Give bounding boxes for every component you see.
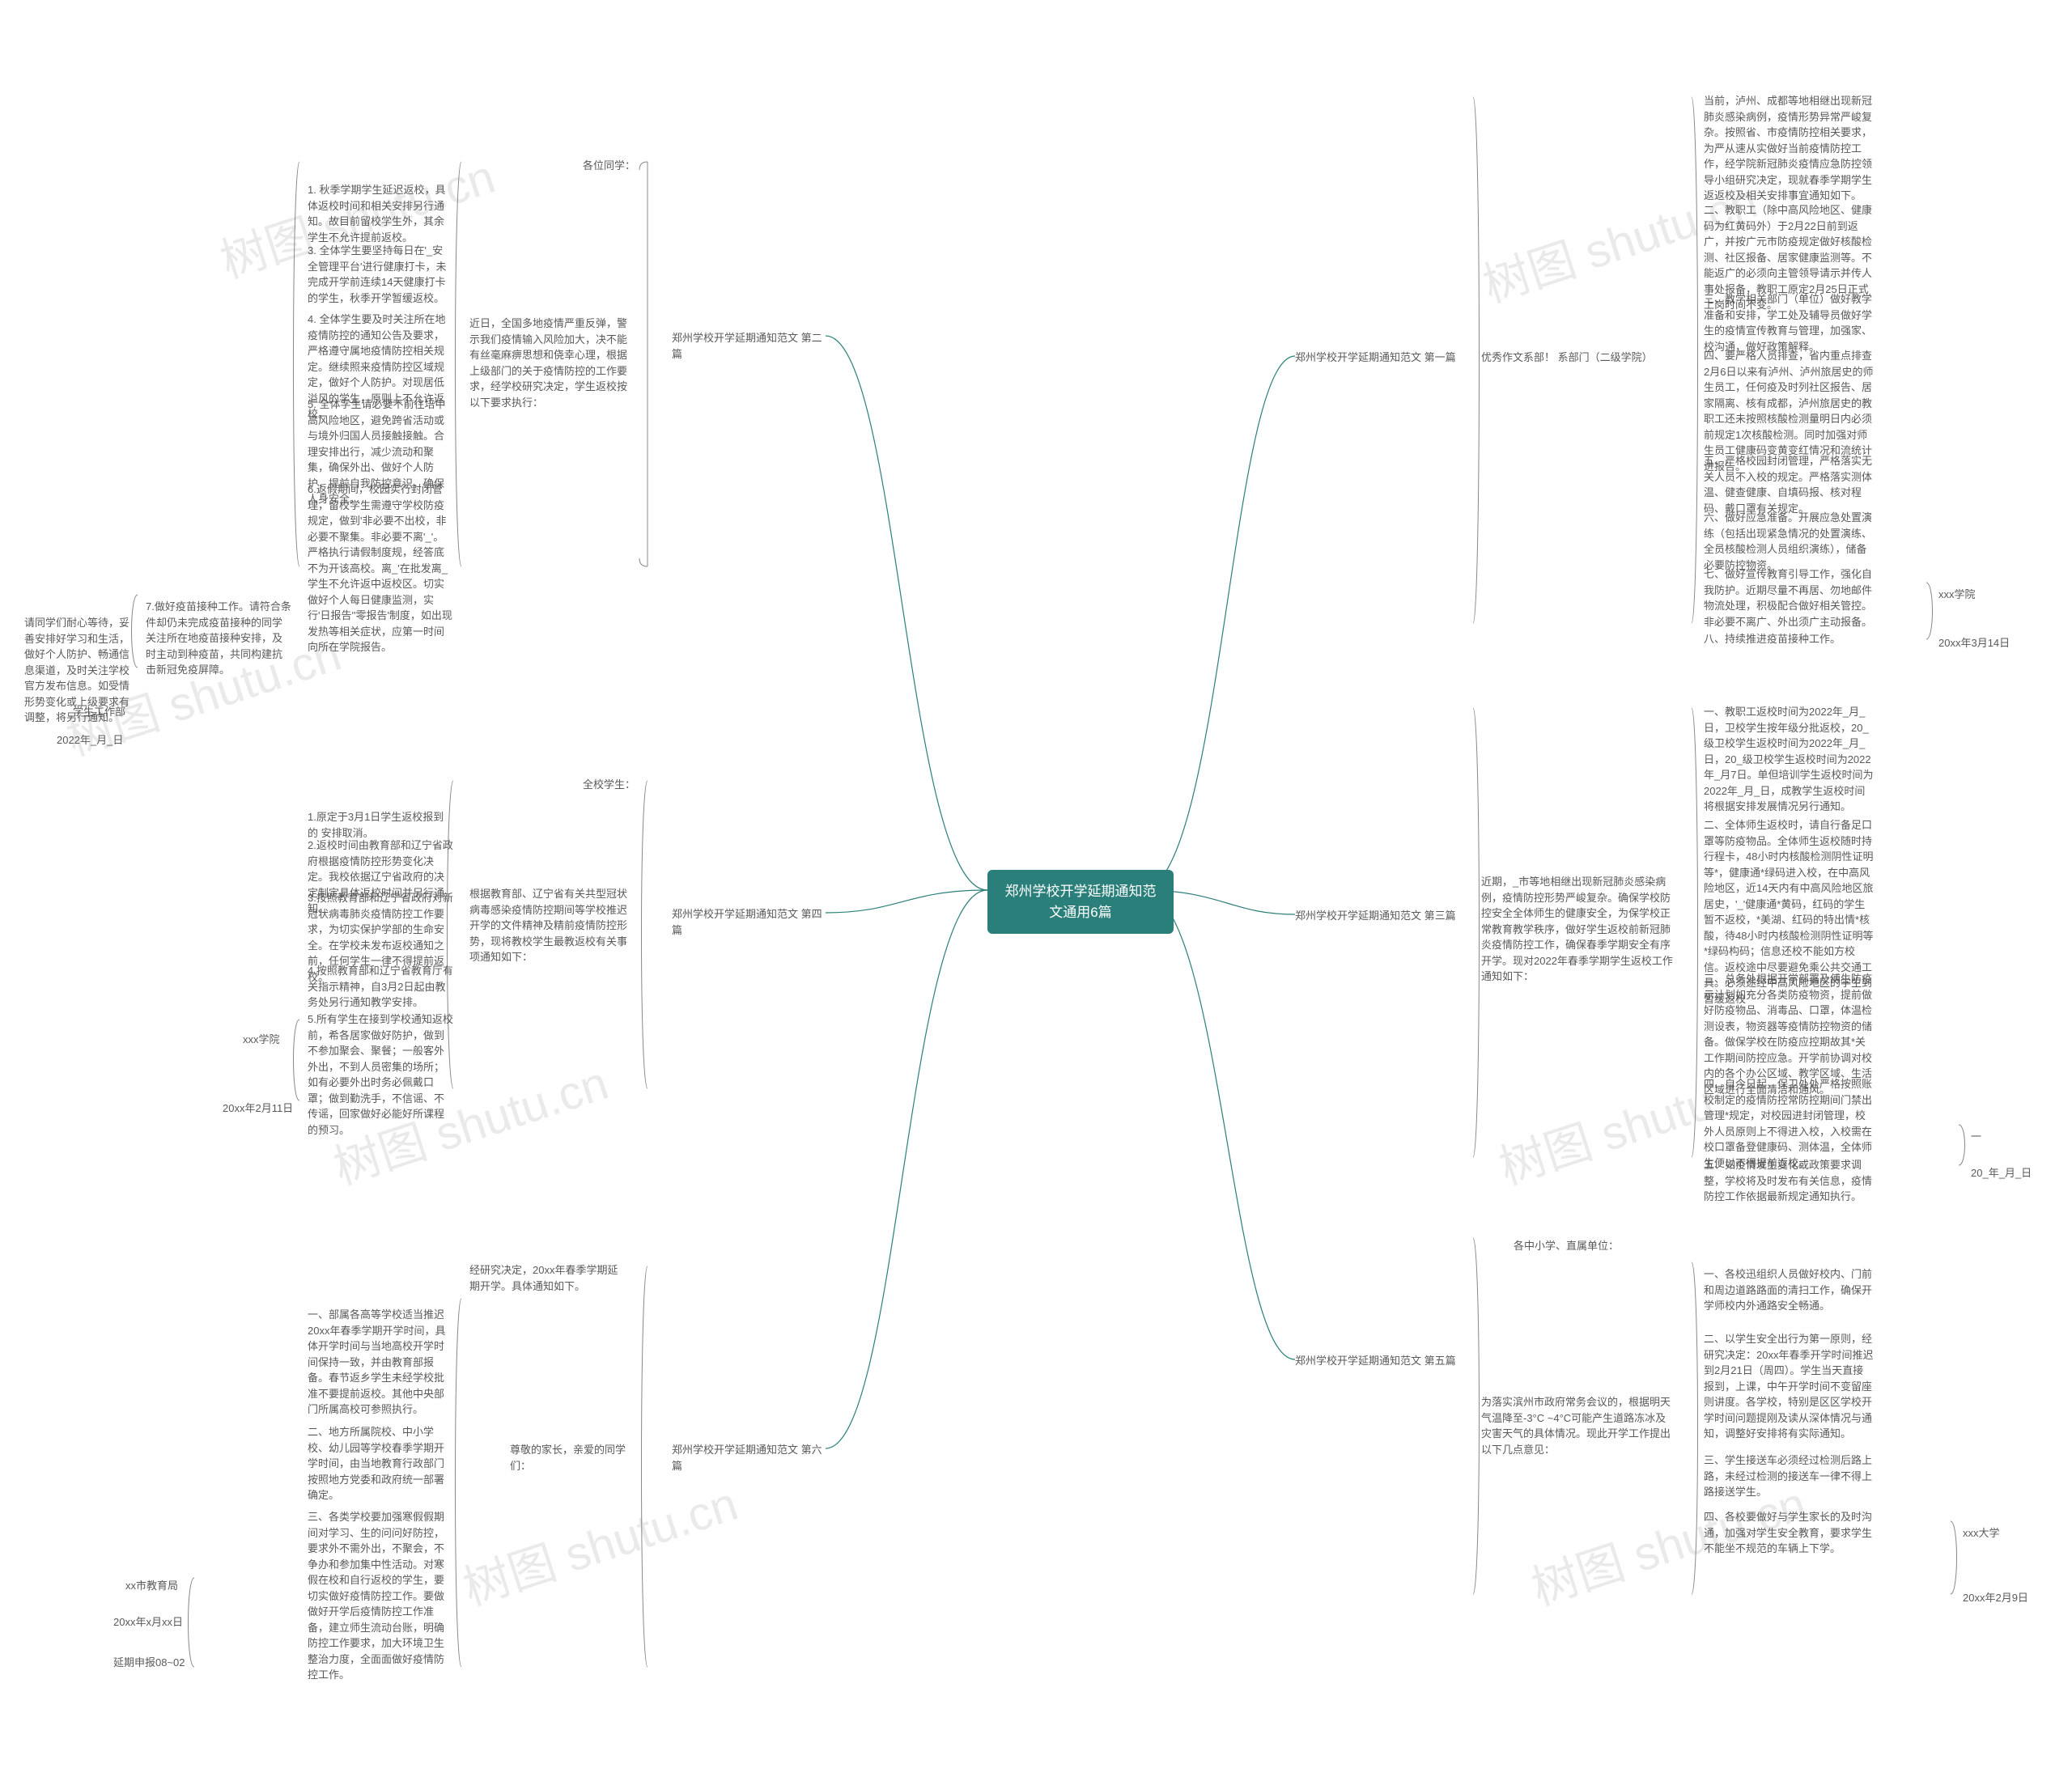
center-line1: 郑州学校开学延期通知范 [1005, 884, 1157, 899]
b5-sign2: 20xx年2月9日 [1963, 1590, 2028, 1606]
b6-sign2: 20xx年x月xx日 [113, 1614, 183, 1630]
b5-item-1: 二、以学生安全出行为第一原则，经研究决定：20xx年春季开学时间推迟到2月21日… [1704, 1331, 1874, 1442]
branch1-intro: 当前，泸州、成都等地相继出现新冠肺炎感染病例，疫情形势异常严峻复杂。按照省、市疫… [1704, 93, 1874, 204]
branch1-tag: 优秀作文系部！ 系部门（二级学院） [1481, 350, 1675, 366]
branch5-head: 各中小学、直属单位： [1514, 1238, 1635, 1254]
b4-item-0: 1.原定于3月1日学生返校报到的 安排取消。 [308, 809, 453, 841]
b5-item-2: 三、学生接送车必须经过检测后路上路，未经过检测的接送车一律不得上路接送学生。 [1704, 1452, 1874, 1500]
branch2-head: 各位同学： [583, 158, 635, 174]
branch4-intro: 根据教育部、辽宁省有关共型冠状病毒感染疫情防控期间等学校推迟开学的文件精神及精前… [469, 886, 627, 965]
branch5-intro: 为落实滨州市政府常务会议的，根据明天气温降至-3°C ~4°C可能产生道路冻冰及… [1481, 1394, 1675, 1457]
branch3-intro: 近期，_市等地相继出现新冠肺炎感染病例，疫情防控形势严峻复杂。确保学校防控安全全… [1481, 874, 1675, 985]
b4-sign1: xxx学院 [243, 1032, 280, 1048]
b2-item-5: 7.做好疫苗接种工作。请符合条件却仍未完成疫苗接种的同学关注所在地疫苗接种安排，… [146, 599, 291, 678]
center-line2: 文通用6篇 [1049, 905, 1111, 920]
branch4-head: 全校学生： [583, 777, 635, 793]
b1-item-4: 六、做好应急准备。开展应急处置演练（包括出现紧急情况的处置演练、全员核酸检测人员… [1704, 510, 1874, 573]
b3-sign2: 20_年_月_日 [1971, 1165, 2032, 1181]
branch2-title: 郑州学校开学延期通知范文 第二篇 [672, 330, 826, 362]
b5-item-3: 四、各校要做好与学生家长的及时沟通，加强对学生安全教育，要求学生不能坐不规范的车… [1704, 1509, 1874, 1557]
b1-item-3: 五、严格校园封闭管理，严格落实无关人员不入校的规定。严格落实测体温、健查健康、自… [1704, 453, 1874, 516]
b4-sign2: 20xx年2月11日 [223, 1100, 293, 1117]
b2-sign2: 2022年_月_日 [57, 732, 123, 748]
b1-item-5: 七、做好宣传教育引导工作，强化自我防护。近期尽量不再居、勿地邮件物流处理，积极配… [1704, 566, 1874, 630]
b2-item-4: 6.返假期间，校园实行封闭管理，留校学生需遵守学校防疫规定，做到'非必要不出校，… [308, 481, 453, 655]
b5-item-0: 一、各校迅组织人员做好校内、门前和周边道路路面的清扫工作，确保开学师校内外通路安… [1704, 1266, 1874, 1314]
branch3-title: 郑州学校开学延期通知范文 第三篇 [1295, 908, 1457, 924]
b6-sign3: 延期申报08~02 [113, 1655, 185, 1671]
b3-item-0: 一、教职工返校时间为2022年_月_日，卫校学生按年级分批返校，20_级卫校学生… [1704, 704, 1874, 815]
branch6-intro: 经研究决定，20xx年春季学期延期开学。具体通知如下。 [469, 1262, 627, 1294]
b4-item-4: 5.所有学生在接到学校通知返校前，希各居家做好防护，做到不参加聚会、聚餐；一般客… [308, 1011, 453, 1138]
branch6-title: 郑州学校开学延期通知范文 第六篇 [672, 1442, 826, 1474]
b1-item-1: 三、教学相关部门（单位）做好教学准备和安排，学工处及辅导员做好学生的疫情宣传教育… [1704, 291, 1874, 354]
b6-item-2: 三、各类学校要加强寒假假期间对学习、生的问问好防控，要求外不需外出，不聚会，不争… [308, 1509, 453, 1683]
b1-sign2: 20xx年3月14日 [1938, 635, 2010, 651]
b3-sign1: 一 [1971, 1129, 1981, 1145]
b4-item-3: 4.按照教育部和辽宁省教育厅有关指示精神，自3月2日起由教务处另行通知教学安排。 [308, 963, 453, 1011]
b6-item-0: 一、部属各高等学校适当推迟20xx年春季学期开学时间，具体开学时间与当地高校开学… [308, 1307, 453, 1418]
center-title: 郑州学校开学延期通知范 文通用6篇 [987, 870, 1174, 934]
b6-sign1: xx市教育局 [125, 1578, 178, 1594]
branch5-title: 郑州学校开学延期通知范文 第五篇 [1295, 1353, 1457, 1369]
b2-item-0: 1. 秋季学期学生延迟返校，具体返校时间和相关安排另行通知。故目前留校学生外，其… [308, 182, 453, 245]
b1-sign1: xxx学院 [1938, 587, 1976, 603]
b1-item-6: 八、持续推进疫苗接种工作。 [1704, 631, 1874, 647]
b6-item-1: 二、地方所属院校、中小学校、幼儿园等学校春季学期开学时间，由当地教育行政部门按照… [308, 1424, 453, 1503]
b2-sign1: 学生工作部 [73, 704, 125, 720]
b2-item-1: 3. 全体学生要坚持每日在'_安全管理平台'进行健康打卡，未完成开学前连续14天… [308, 243, 453, 306]
b3-item-4: 五、如疫情发生变化或政策要求调整，学校将及时发布有关信息，疫情防控工作依据最新规… [1704, 1157, 1874, 1205]
b5-sign1: xxx大学 [1963, 1525, 2000, 1541]
branch1-title: 郑州学校开学延期通知范文 第一篇 [1295, 350, 1457, 366]
branch2-intro: 近日，全国多地疫情严重反弹，警示我们疫情输入风险加大，决不能有丝毫麻痹思想和侥幸… [469, 316, 627, 410]
branch4-title: 郑州学校开学延期通知范文 第四篇 [672, 906, 826, 938]
branch6-head: 尊敬的家长，亲爱的同学们： [510, 1442, 639, 1474]
